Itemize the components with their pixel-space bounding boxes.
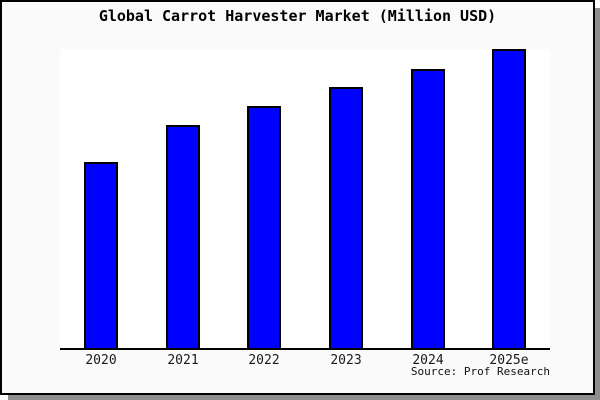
- figure-shadow-right: [594, 8, 600, 400]
- x-tick-label-2024: 2024: [412, 353, 444, 368]
- x-tick-label-2021: 2021: [167, 353, 199, 368]
- source-credit: Source: Prof Research: [410, 365, 550, 378]
- bar-2023: [329, 87, 363, 348]
- bar-2022: [247, 106, 281, 348]
- bar-2021: [166, 125, 200, 348]
- x-tick-label-2020: 2020: [85, 353, 117, 368]
- x-tick-label-2025e: 2025e: [489, 353, 529, 368]
- x-tick-label-2023: 2023: [330, 353, 362, 368]
- figure-frame: Global Carrot Harvester Market (Million …: [0, 0, 595, 395]
- x-axis-tick-row: 2020 2021 2022 2023 2024 2025e: [60, 353, 550, 371]
- plot-area: [60, 49, 550, 350]
- chart-title: Global Carrot Harvester Market (Million …: [98, 7, 497, 25]
- x-tick-label-2022: 2022: [248, 353, 280, 368]
- bar-2025e: [492, 49, 526, 348]
- bar-2024: [411, 69, 445, 348]
- bar-2020: [84, 162, 118, 348]
- figure-shadow-bottom: [8, 394, 600, 400]
